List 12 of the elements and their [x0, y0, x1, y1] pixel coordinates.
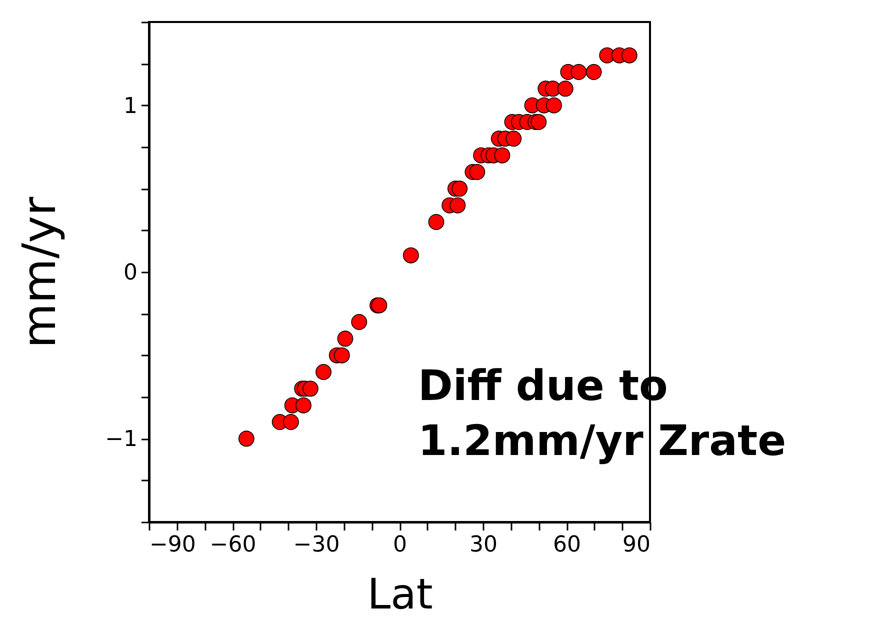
x-axis-title: Lat — [367, 570, 433, 618]
x-tick-label: 30 — [470, 532, 498, 558]
y-axis-title: mm/yr — [12, 196, 66, 348]
x-tick-label: −60 — [210, 532, 256, 558]
x-tick-label: 0 — [393, 532, 407, 558]
x-tick-label: −90 — [150, 532, 196, 558]
y-tick-label: 0 — [124, 260, 138, 286]
y-tick-label: −1 — [105, 427, 138, 452]
x-tick-label: −30 — [293, 532, 340, 558]
x-tick-label: 90 — [622, 532, 650, 558]
x-tick-label: 60 — [553, 532, 581, 558]
y-tick-label: 1 — [124, 94, 138, 119]
